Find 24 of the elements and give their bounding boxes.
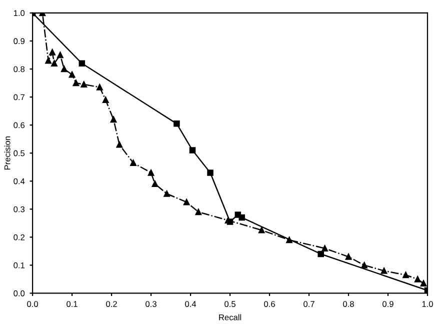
x-tick-label: 0.5 xyxy=(224,301,236,307)
x-tick-label: 0.7 xyxy=(304,301,314,307)
x-tick-label: 0.3 xyxy=(146,301,156,307)
x-tick-label: 0.9 xyxy=(382,301,394,307)
x-tick-label: 0.0 xyxy=(27,301,38,307)
x-tick-label: 0.8 xyxy=(343,301,354,307)
x-axis-title: Recall xyxy=(219,314,242,320)
y-tick-label: 0.0 xyxy=(14,290,25,296)
y-tick-label: 0.3 xyxy=(14,206,25,212)
y-tick-label: 0.4 xyxy=(14,178,25,184)
x-tick-label: 1.0 xyxy=(422,301,433,307)
y-tick-label: 0.5 xyxy=(14,150,25,156)
y-axis-title: Precision xyxy=(4,136,10,170)
y-tick-label: 0.6 xyxy=(14,122,25,128)
y-tick-label: 1.0 xyxy=(14,10,25,16)
x-tick-label: 0.2 xyxy=(106,301,117,307)
y-tick-label: 0.7 xyxy=(14,94,24,100)
y-tick-label: 0.2 xyxy=(14,234,24,240)
x-tick-label: 0.1 xyxy=(66,301,78,307)
y-tick-label: 0.1 xyxy=(14,262,25,268)
y-tick-label: 0.8 xyxy=(14,66,25,72)
y-tick-label: 0.9 xyxy=(14,38,25,44)
x-tick-label: 0.4 xyxy=(185,301,196,307)
x-tick-label: 0.6 xyxy=(264,301,275,307)
